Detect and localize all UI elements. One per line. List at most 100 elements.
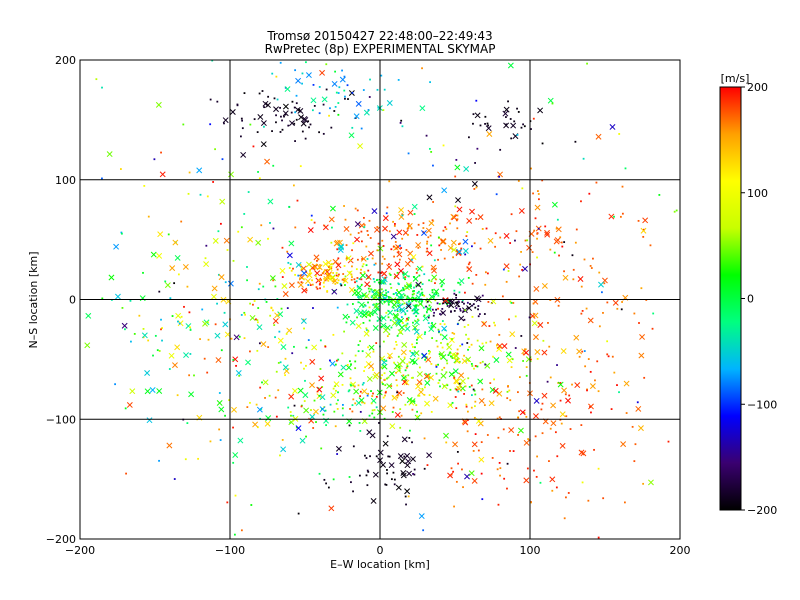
scatter-point-dot	[295, 118, 298, 121]
scatter-point-dot	[258, 282, 261, 285]
scatter-point-dot	[244, 313, 246, 316]
scatter-point-dot	[437, 294, 440, 297]
scatter-point-dot	[281, 128, 284, 131]
scatter-point-dot	[401, 213, 404, 216]
scatter-point-dot	[473, 367, 475, 370]
scatter-point-dot	[258, 92, 261, 95]
scatter-point-dot	[169, 297, 172, 300]
scatter-point-dot	[400, 119, 403, 122]
scatter-point-dot	[475, 186, 478, 189]
scatter-point-x	[580, 450, 587, 457]
scatter-point-dot	[436, 345, 439, 348]
scatter-point-dot	[437, 382, 440, 384]
scatter-point-dot	[643, 376, 646, 379]
scatter-point-dot	[311, 283, 314, 286]
scatter-point-dot	[284, 357, 287, 360]
scatter-point-x	[623, 380, 630, 387]
scatter-point-dot	[365, 327, 368, 330]
scatter-point-dot	[328, 114, 330, 117]
scatter-point-dot	[422, 227, 425, 229]
scatter-point-dot	[429, 350, 431, 353]
scatter-point-dot	[286, 250, 289, 253]
scatter-point-dot	[537, 190, 539, 192]
scatter-point-dot	[476, 365, 479, 368]
scatter-point-dot	[462, 486, 464, 489]
scatter-point-x	[518, 207, 525, 214]
scatter-point-dot	[337, 92, 340, 94]
scatter-point-dot	[392, 293, 395, 295]
scatter-point-dot	[371, 257, 374, 260]
scatter-point-dot	[386, 469, 388, 471]
scatter-point-dot	[383, 300, 386, 303]
scatter-point-dot	[535, 475, 538, 478]
scatter-point-dot	[274, 336, 276, 339]
scatter-point-dot	[300, 361, 302, 364]
y-tick-label: 200	[55, 54, 76, 67]
scatter-point-dot	[363, 271, 366, 273]
scatter-point-x	[450, 239, 457, 246]
scatter-point-dot	[431, 308, 434, 311]
scatter-point-dot	[443, 323, 446, 326]
y-axis-label: N–S location [km]	[27, 251, 40, 348]
scatter-point-x	[370, 497, 377, 504]
scatter-point-dot	[275, 121, 277, 124]
scatter-point-dot	[572, 278, 575, 281]
scatter-point-dot	[365, 245, 368, 248]
scatter-point-x	[410, 351, 416, 358]
scatter-point-x	[380, 405, 387, 412]
scatter-point-dot	[493, 321, 495, 324]
scatter-point-dot	[472, 450, 475, 452]
scatter-point-dot	[361, 258, 364, 260]
scatter-point-x	[396, 251, 403, 258]
scatter-point-dot	[509, 242, 512, 244]
scatter-point-x	[598, 281, 604, 288]
scatter-point-dot	[294, 140, 296, 142]
scatter-point-x	[406, 283, 412, 290]
scatter-point-dot	[532, 192, 534, 195]
scatter-point-dot	[318, 472, 321, 475]
scatter-point-dot	[301, 72, 304, 75]
scatter-point-dot	[553, 251, 556, 254]
scatter-point-x	[391, 394, 398, 401]
scatter-point-dot	[424, 358, 427, 361]
scatter-point-dot	[400, 296, 403, 299]
scatter-point-dot	[441, 283, 444, 286]
scatter-point-dot	[477, 305, 480, 307]
scatter-point-x	[492, 387, 499, 394]
scatter-point-x	[477, 378, 484, 385]
scatter-point-dot	[571, 254, 574, 257]
scatter-point-dot	[414, 346, 416, 349]
scatter-point-dot	[303, 367, 305, 370]
scatter-point-x	[149, 387, 156, 393]
scatter-point-dot	[455, 307, 458, 310]
scatter-point-dot	[361, 240, 363, 243]
scatter-point-dot	[347, 98, 349, 100]
scatter-point-dot	[349, 408, 351, 410]
scatter-point-dot	[475, 99, 478, 102]
scatter-point-x	[573, 334, 580, 341]
scatter-point-dot	[415, 304, 418, 307]
scatter-point-dot	[302, 318, 305, 321]
scatter-point-dot	[289, 263, 292, 266]
scatter-point-x	[595, 133, 602, 140]
scatter-point-x	[455, 197, 461, 204]
scatter-point-x	[277, 337, 284, 344]
scatter-point-dot	[335, 359, 338, 362]
scatter-point-x	[146, 417, 153, 424]
scatter-point-x	[421, 352, 428, 359]
scatter-point-dot	[351, 265, 353, 268]
scatter-point-dot	[565, 496, 567, 499]
scatter-point-dot	[603, 282, 606, 285]
scatter-point-x	[280, 344, 287, 351]
scatter-point-dot	[446, 343, 449, 346]
scatter-point-dot	[405, 248, 408, 251]
scatter-point-dot	[473, 188, 476, 190]
scatter-point-dot	[271, 72, 274, 75]
scatter-point-dot	[178, 322, 181, 325]
scatter-point-x	[264, 158, 271, 165]
scatter-point-x	[550, 420, 557, 427]
scatter-point-dot	[466, 342, 469, 344]
scatter-point-dot	[481, 498, 484, 501]
scatter-point-x	[637, 425, 644, 432]
scatter-point-dot	[366, 258, 369, 260]
